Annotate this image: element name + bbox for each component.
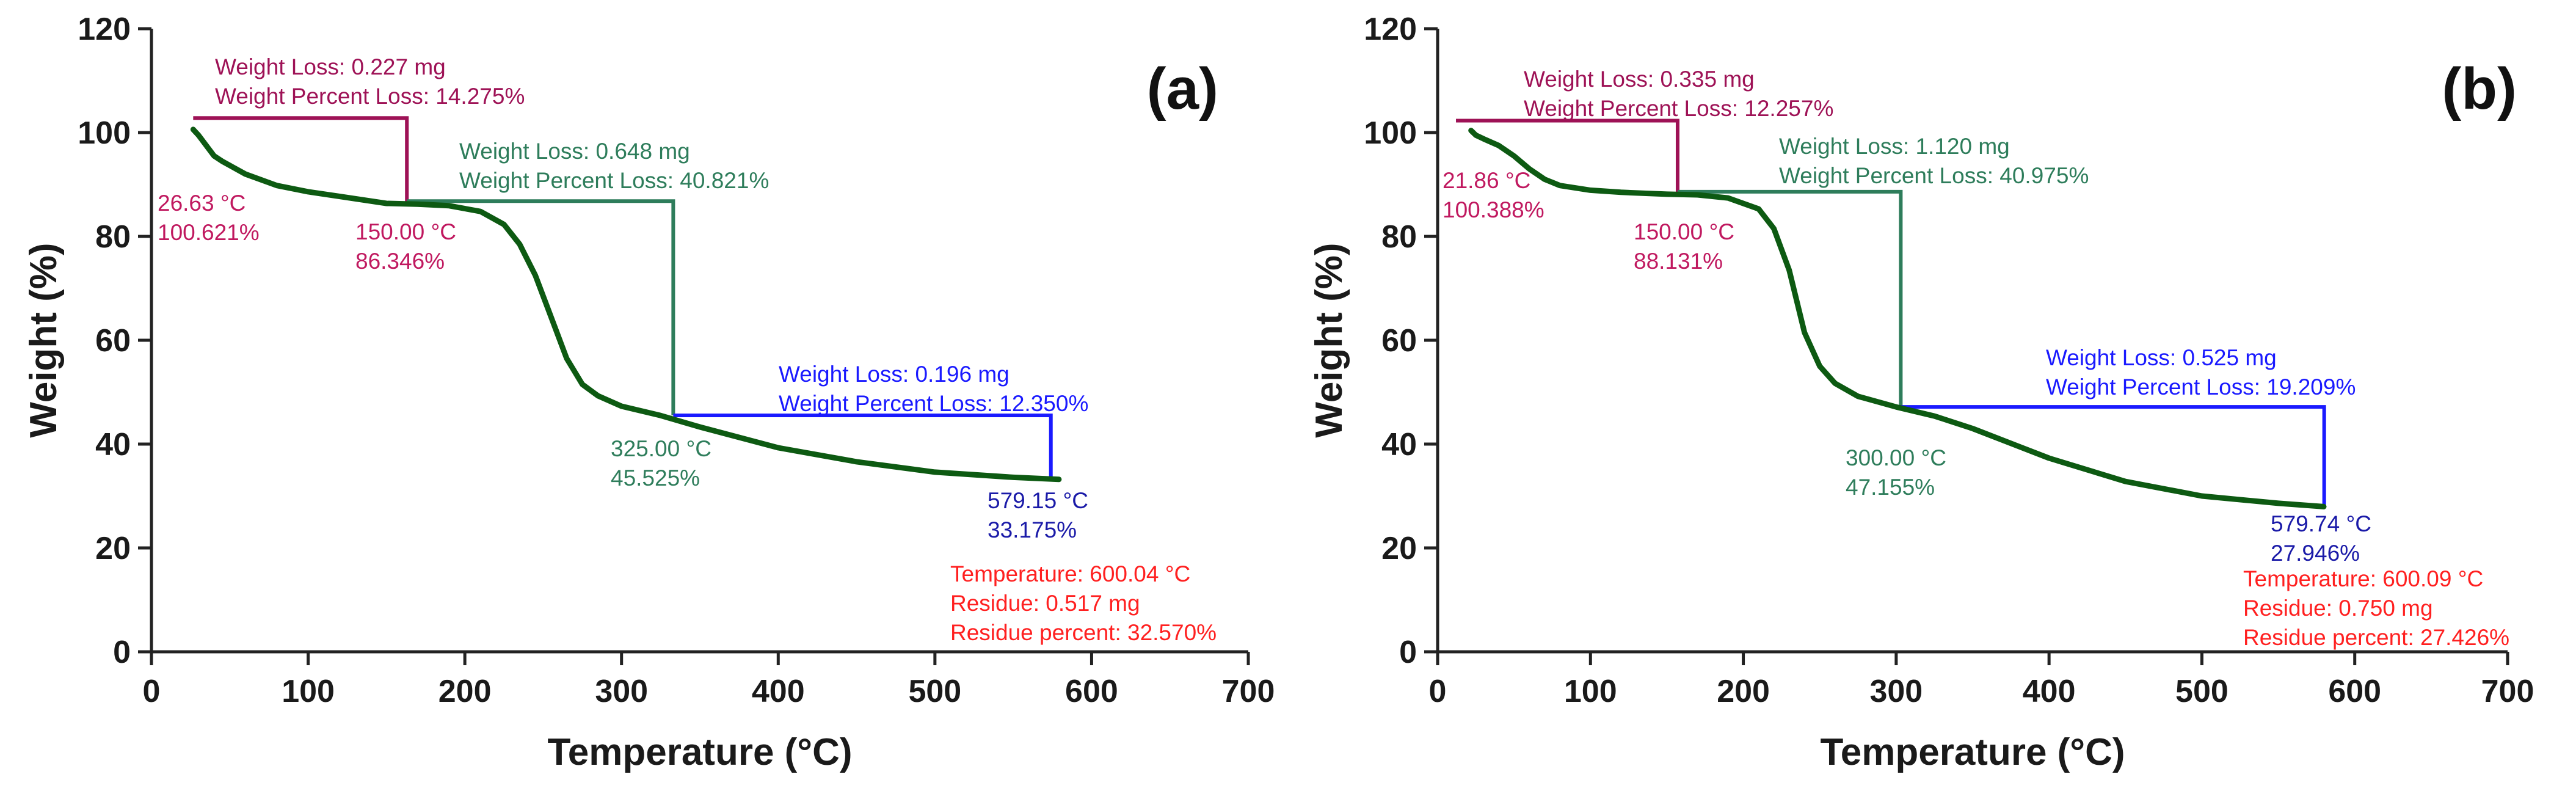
weight-loss-label: Weight Loss: 0.525 mg bbox=[2046, 345, 2277, 370]
residue-label: Temperature: 600.09 °C bbox=[2243, 566, 2483, 591]
tga-curve bbox=[1468, 128, 2327, 509]
weight-loss-label: Weight Loss: 0.335 mg bbox=[1524, 67, 1755, 92]
point-label: 21.86 °C bbox=[1443, 168, 1530, 193]
x-tick-label: 500 bbox=[2175, 674, 2229, 709]
panel-label: (b) bbox=[2442, 56, 2517, 122]
x-tick-label: 300 bbox=[595, 674, 648, 709]
y-tick-label: 20 bbox=[95, 531, 131, 566]
weight-loss-label: Weight Percent Loss: 14.275% bbox=[215, 84, 525, 109]
weight-loss-label: Weight Percent Loss: 19.209% bbox=[2046, 374, 2356, 399]
x-tick-label: 500 bbox=[908, 674, 961, 709]
weight-loss-label: Weight Loss: 0.227 mg bbox=[215, 54, 446, 79]
weight-loss-label: Weight Loss: 0.648 mg bbox=[459, 139, 690, 164]
y-axis-title: Weight (%) bbox=[1308, 243, 1350, 437]
point-label: 26.63 °C bbox=[158, 191, 246, 216]
y-tick-label: 40 bbox=[1381, 427, 1417, 462]
y-tick-label: 80 bbox=[95, 219, 131, 255]
y-axis-title: Weight (%) bbox=[23, 243, 65, 437]
weight-loss-label: Weight Loss: 1.120 mg bbox=[1779, 134, 2010, 159]
point-label: 27.946% bbox=[2271, 541, 2360, 566]
y-tick-label: 0 bbox=[113, 635, 131, 670]
y-tick-label: 120 bbox=[1364, 12, 1417, 47]
y-tick-label: 0 bbox=[1399, 635, 1417, 670]
point-label: 86.346% bbox=[355, 249, 445, 274]
point-label: 300.00 °C bbox=[1846, 445, 1946, 470]
residue-label: Residue: 0.517 mg bbox=[950, 591, 1140, 616]
x-tick-label: 700 bbox=[2481, 674, 2534, 709]
weight-loss-step-line bbox=[1456, 119, 1679, 194]
x-tick-label: 0 bbox=[1429, 674, 1447, 709]
residue-label: Residue: 0.750 mg bbox=[2243, 596, 2433, 621]
point-label: 100.621% bbox=[158, 220, 260, 245]
point-label: 579.74 °C bbox=[2271, 511, 2371, 536]
residue-label: Residue percent: 27.426% bbox=[2243, 625, 2509, 650]
x-tick-label: 600 bbox=[2328, 674, 2381, 709]
weight-loss-label: Weight Percent Loss: 40.975% bbox=[1779, 163, 2089, 188]
x-tick-label: 200 bbox=[1717, 674, 1770, 709]
point-label: 150.00 °C bbox=[1634, 219, 1734, 244]
point-label: 47.155% bbox=[1846, 475, 1935, 500]
weight-loss-step-line bbox=[193, 116, 409, 204]
x-tick-label: 100 bbox=[282, 674, 335, 709]
residue-label: Temperature: 600.04 °C bbox=[950, 561, 1190, 586]
x-axis-title: Temperature (°C) bbox=[1820, 731, 2125, 773]
point-label: 579.15 °C bbox=[988, 488, 1088, 513]
point-label: 100.388% bbox=[1443, 197, 1545, 222]
point-label: 33.175% bbox=[988, 517, 1077, 542]
x-tick-label: 400 bbox=[752, 674, 805, 709]
weight-loss-step-line bbox=[407, 199, 675, 416]
y-tick-label: 60 bbox=[1381, 323, 1417, 359]
point-label: 325.00 °C bbox=[611, 436, 711, 461]
x-tick-label: 700 bbox=[1222, 674, 1275, 709]
weight-loss-step-line bbox=[1901, 405, 2326, 507]
x-tick-label: 600 bbox=[1065, 674, 1118, 709]
x-tick-label: 0 bbox=[143, 674, 161, 709]
weight-loss-label: Weight Percent Loss: 12.257% bbox=[1524, 96, 1833, 121]
weight-loss-label: Weight Percent Loss: 12.350% bbox=[779, 391, 1088, 416]
y-tick-label: 100 bbox=[1364, 115, 1417, 151]
x-tick-label: 400 bbox=[2023, 674, 2076, 709]
y-tick-label: 100 bbox=[78, 115, 131, 151]
y-tick-label: 20 bbox=[1381, 531, 1417, 566]
y-tick-label: 40 bbox=[95, 427, 131, 462]
point-label: 45.525% bbox=[611, 465, 700, 491]
weight-loss-label: Weight Loss: 0.196 mg bbox=[779, 362, 1010, 387]
residue-label: Residue percent: 32.570% bbox=[950, 620, 1217, 645]
panel-b: 0 100 200 300 400 500 600 700 0 20 40 60 80 100 120 Tem… bbox=[1308, 12, 2534, 773]
point-label: 88.131% bbox=[1634, 249, 1723, 274]
x-tick-label: 100 bbox=[1564, 674, 1617, 709]
weight-loss-step-line bbox=[1677, 189, 1903, 407]
y-tick-label: 60 bbox=[95, 323, 131, 359]
y-tick-label: 80 bbox=[1381, 219, 1417, 255]
point-label: 150.00 °C bbox=[355, 219, 456, 244]
panel-a: 0 100 200 300 400 500 600 700 0 20 40 60 80 100 120 Tem… bbox=[23, 12, 1275, 773]
x-tick-label: 200 bbox=[438, 674, 492, 709]
x-axis-title: Temperature (°C) bbox=[547, 731, 852, 773]
panel-label: (a) bbox=[1147, 56, 1218, 122]
weight-loss-label: Weight Percent Loss: 40.821% bbox=[459, 168, 769, 193]
x-tick-label: 300 bbox=[1869, 674, 1923, 709]
weight-loss-step-line bbox=[673, 414, 1053, 480]
y-tick-label: 120 bbox=[78, 12, 131, 47]
tga-curve bbox=[190, 126, 1062, 483]
